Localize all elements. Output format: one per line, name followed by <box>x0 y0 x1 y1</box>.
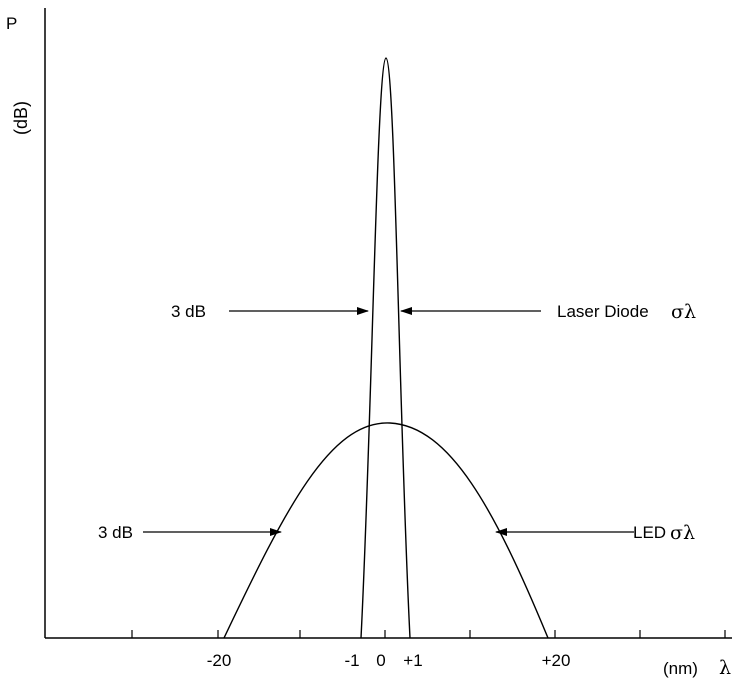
tick-label-plus20: +20 <box>542 651 571 670</box>
tick-label-minus20: -20 <box>207 651 232 670</box>
tick-label-zero: 0 <box>376 651 385 670</box>
y-axis-label-p: P <box>6 14 17 33</box>
x-axis-unit: (nm) <box>663 659 698 678</box>
led-label: LED <box>633 523 666 542</box>
laser-diode-label: Laser Diode <box>557 302 649 321</box>
laser-diode-sigma-lambda: σλ <box>671 301 696 323</box>
laser-3db-label: 3 dB <box>171 302 206 321</box>
x-axis-ticks <box>131 630 726 638</box>
led-spectrum-curve <box>223 422 549 639</box>
led-sigma-lambda: σλ <box>670 522 695 544</box>
x-axis-lambda-symbol: λ <box>719 657 731 679</box>
y-axis-label-db: (dB) <box>11 101 31 135</box>
led-3db-label: 3 dB <box>98 523 133 542</box>
tick-label-minus1: -1 <box>344 651 359 670</box>
laser-diode-spectrum-curve <box>360 57 411 639</box>
tick-label-plus1: +1 <box>403 651 422 670</box>
